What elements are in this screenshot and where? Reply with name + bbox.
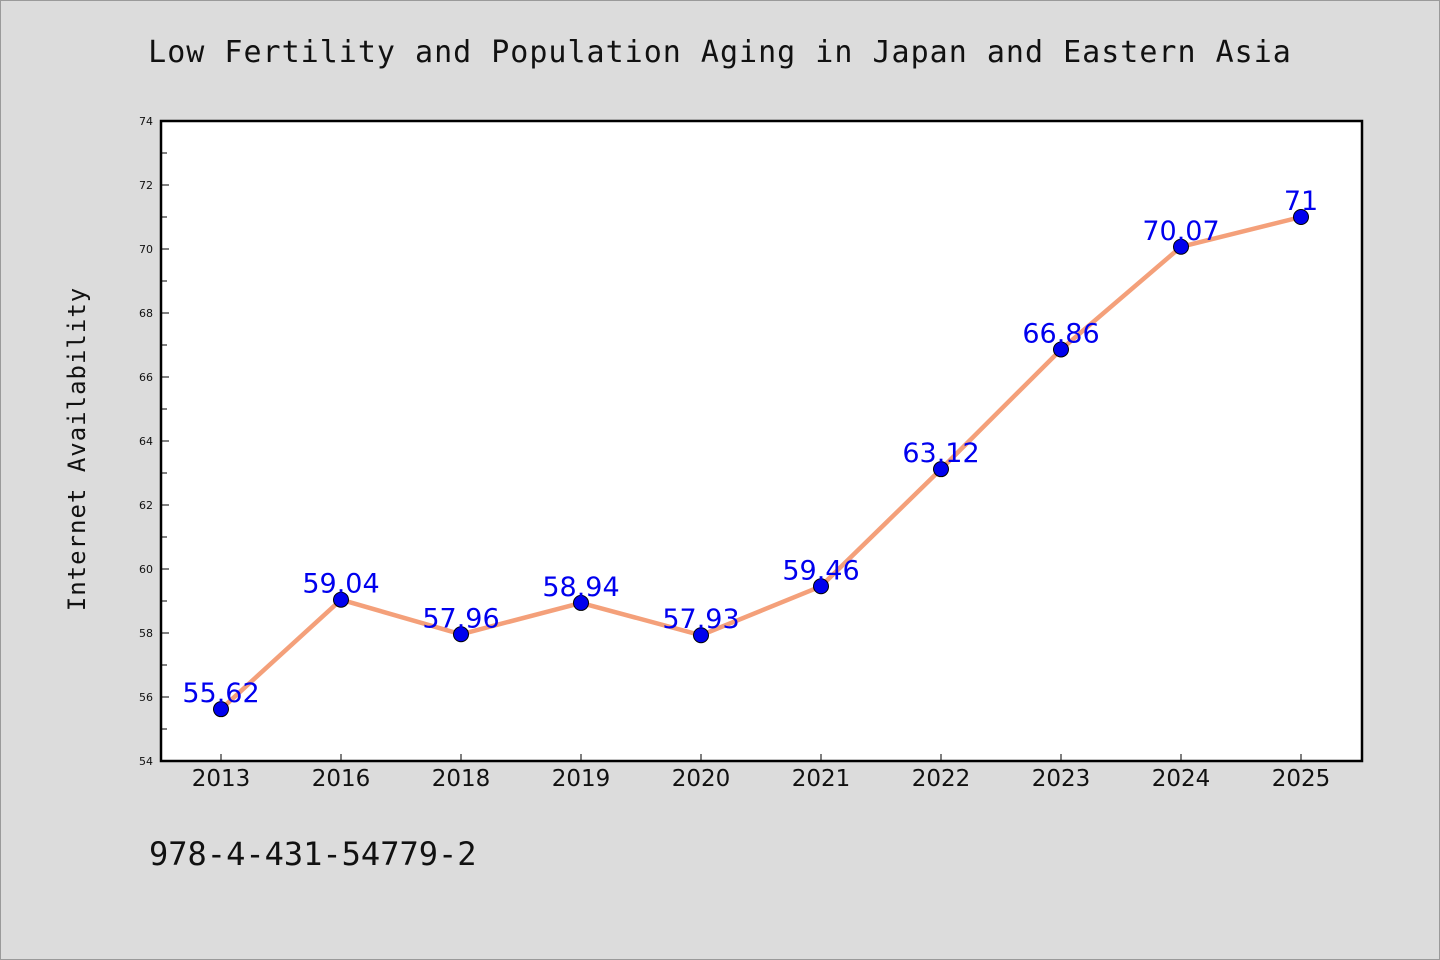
data-point bbox=[213, 701, 229, 718]
x-axis: 2013 2016 2018 2019 2020 2021 2022 2023 2024 2025 bbox=[192, 754, 1331, 792]
data-points bbox=[213, 209, 1309, 718]
data-point bbox=[333, 591, 349, 608]
y-axis: 54 56 58 60 62 64 66 68 70 72 74 bbox=[139, 115, 169, 768]
series-line bbox=[219, 214, 1302, 711]
x-tick-label: 2020 bbox=[672, 766, 731, 792]
data-point bbox=[813, 578, 829, 595]
y-tick-label: 70 bbox=[139, 243, 153, 256]
data-point bbox=[1053, 341, 1069, 358]
x-tick-label: 2016 bbox=[312, 766, 371, 792]
y-axis-label: Internet Availability bbox=[63, 287, 91, 611]
data-point bbox=[1293, 209, 1309, 225]
x-tick-label: 2022 bbox=[912, 766, 971, 792]
chart-title: Low Fertility and Population Aging in Ja… bbox=[148, 35, 1292, 70]
y-tick-label: 62 bbox=[139, 499, 153, 512]
x-tick-label: 2025 bbox=[1272, 766, 1331, 792]
data-label: 57.93 bbox=[662, 604, 739, 635]
y-tick-label: 64 bbox=[139, 435, 153, 448]
data-point bbox=[693, 627, 709, 644]
x-tick-label: 2018 bbox=[432, 766, 491, 792]
x-tick-label: 2023 bbox=[1032, 766, 1091, 792]
data-label: 55.62 bbox=[182, 678, 259, 709]
x-tick-label: 2021 bbox=[792, 766, 851, 792]
y-tick-label: 58 bbox=[139, 627, 153, 640]
x-tick-label: 2019 bbox=[552, 766, 611, 792]
y-tick-label: 72 bbox=[139, 179, 153, 192]
data-point bbox=[1173, 238, 1189, 255]
data-label: 66.86 bbox=[1022, 318, 1099, 349]
y-tick-label: 60 bbox=[139, 563, 153, 576]
data-label: 57.96 bbox=[422, 603, 499, 634]
y-tick-label: 68 bbox=[139, 307, 153, 320]
y-tick-label: 56 bbox=[139, 691, 153, 704]
data-point bbox=[933, 461, 949, 478]
footer-code: 978-4-431-54779-2 bbox=[149, 835, 477, 873]
data-label: 59.04 bbox=[302, 569, 379, 600]
plot-area bbox=[159, 119, 1364, 763]
data-label: 71 bbox=[1284, 186, 1318, 217]
y-tick-label: 54 bbox=[139, 755, 153, 768]
data-label: 70.07 bbox=[1142, 216, 1219, 247]
data-point bbox=[573, 594, 589, 611]
y-tick-label: 66 bbox=[139, 371, 153, 384]
x-tick-label: 2013 bbox=[192, 766, 251, 792]
data-label: 58.94 bbox=[542, 572, 619, 603]
data-label: 63.12 bbox=[902, 438, 979, 469]
x-tick-label: 2024 bbox=[1152, 766, 1211, 792]
y-tick-label: 74 bbox=[139, 115, 153, 128]
data-label: 59.46 bbox=[782, 555, 859, 586]
data-point bbox=[453, 626, 469, 643]
data-labels: 55.62 59.04 57.96 58.94 57.93 59.46 63.12 66.86… bbox=[182, 186, 1318, 709]
